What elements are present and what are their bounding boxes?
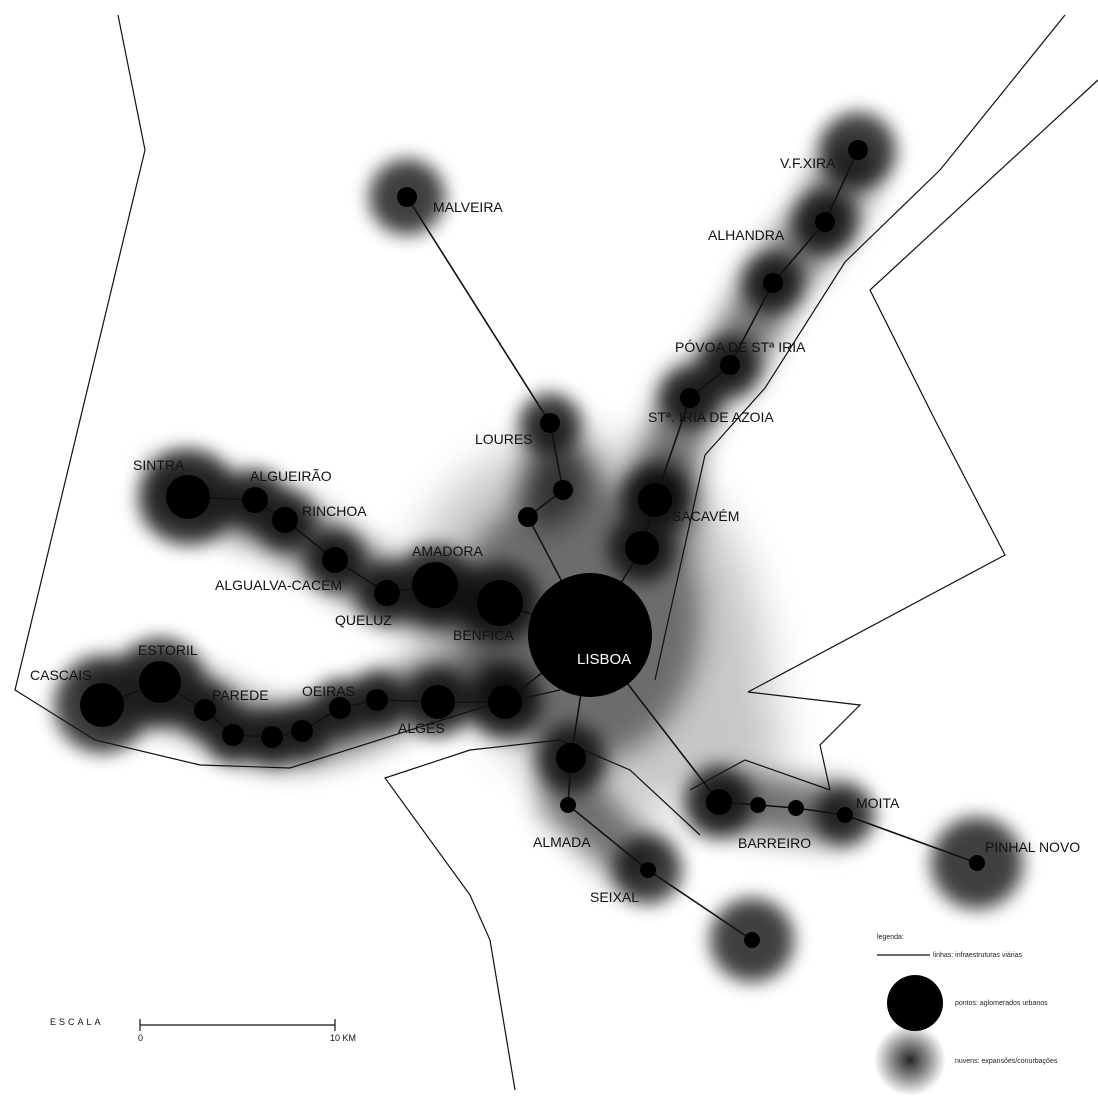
legend-lines: linhas: infraestruturas viárias: [933, 952, 1023, 959]
point-sta-iria: [680, 388, 700, 408]
scale-start: 0: [138, 1033, 143, 1043]
scale-end: 10 KM: [330, 1033, 356, 1043]
point-oeiras-east: [366, 689, 388, 711]
label-povoa: PÓVOA DE STª IRIA: [675, 339, 806, 355]
label-moita: MOITA: [856, 795, 900, 811]
point-sintra: [166, 475, 210, 519]
label-sacavem: SACAVÉM: [672, 508, 739, 524]
legend-clouds: nuvens: expansões/conurbações: [955, 1058, 1058, 1065]
eastern-boundary: [747, 79, 1098, 693]
point-carcavelos: [222, 724, 244, 746]
label-algueirao: ALGUEIRÃO: [250, 468, 332, 484]
point-povoa: [720, 355, 740, 375]
label-barreiro: BARREIRO: [738, 835, 811, 851]
point-estoril: [139, 661, 181, 703]
point-alges: [421, 685, 455, 719]
estuary-south: [689, 759, 831, 791]
label-alhandra: ALHANDRA: [708, 227, 785, 243]
point-vfxira: [848, 140, 868, 160]
label-queluz: QUELUZ: [335, 612, 392, 628]
point-seixal: [640, 862, 656, 878]
legend-point-swatch: [887, 975, 943, 1031]
line-lisboa-pinhal-novo: [589, 634, 978, 864]
label-sta-iria: STª. IRIA DE AZOIA: [648, 409, 774, 425]
estuary-inner: [747, 691, 862, 791]
point-lisboa: [528, 573, 652, 697]
label-cacem: ALGUALVA-CACÉM: [215, 577, 342, 593]
point-loures-south: [553, 480, 573, 500]
point-almada: [556, 743, 586, 773]
point-pinhal-novo: [969, 855, 985, 871]
label-amadora: AMADORA: [412, 543, 483, 559]
point-sacavem: [638, 483, 672, 517]
point-oeiras: [329, 697, 351, 719]
point-sacavem-south: [625, 531, 659, 565]
point-queluz: [374, 580, 400, 606]
place-labels: MALVEIRA V.F.XIRA ALHANDRA PÓVOA DE STª …: [30, 155, 1080, 905]
point-belem: [488, 685, 522, 719]
legend-cloud-swatch: [874, 1024, 946, 1096]
point-lavradio: [788, 800, 804, 816]
south-bank: [384, 739, 701, 1091]
point-alhandra-south: [763, 273, 783, 293]
label-parede: PAREDE: [212, 687, 269, 703]
legend-points: pontos: aglomerados urbanos: [955, 1000, 1048, 1007]
boundary-lines: [14, 14, 1098, 1091]
scale-label: ESCALA: [50, 1017, 104, 1027]
point-odivelas: [518, 507, 538, 527]
label-sintra: SINTRA: [133, 457, 185, 473]
point-barreiro: [706, 789, 732, 815]
point-alhandra: [815, 212, 835, 232]
label-loures: LOURES: [475, 431, 533, 447]
label-rinchoa: RINCHOA: [302, 503, 367, 519]
point-cascais: [80, 683, 124, 727]
point-rinchoa: [272, 507, 298, 533]
label-cascais: CASCAIS: [30, 667, 91, 683]
point-cacem: [322, 547, 348, 573]
label-vfxira: V.F.XIRA: [780, 155, 836, 171]
scale-bar: ESCALA 0 10 KM: [50, 1017, 356, 1043]
urban-points: [80, 140, 985, 948]
point-loures: [540, 413, 560, 433]
label-pinhal-novo: PINHAL NOVO: [985, 839, 1080, 855]
legend: legenda: linhas: infraestruturas viárias…: [874, 934, 1058, 1096]
label-benfica: BENFICA: [453, 627, 514, 643]
conurbation-clouds: [54, 112, 1023, 982]
point-parede: [194, 699, 216, 721]
point-malveira: [397, 187, 417, 207]
point-benfica: [477, 580, 523, 626]
point-seixal-east: [744, 932, 760, 948]
label-alges: ALGÉS: [398, 720, 445, 736]
point-amadora: [412, 562, 458, 608]
label-lisboa: LISBOA: [577, 651, 631, 668]
label-seixal: SEIXAL: [590, 889, 639, 905]
tagus-north-bank: [654, 14, 1066, 681]
label-estoril: ESTORIL: [138, 642, 198, 658]
label-malveira: MALVEIRA: [433, 199, 503, 215]
point-moita: [837, 807, 853, 823]
western-boundary: [14, 14, 561, 769]
label-oeiras: OEIRAS: [302, 683, 355, 699]
label-almada: ALMADA: [533, 834, 591, 850]
point-barreiro-east: [750, 797, 766, 813]
point-algueirao: [242, 487, 268, 513]
point-almada-south: [560, 797, 576, 813]
point-paco: [291, 720, 313, 742]
legend-title: legenda:: [877, 934, 904, 941]
point-carcavelos-east: [261, 726, 283, 748]
